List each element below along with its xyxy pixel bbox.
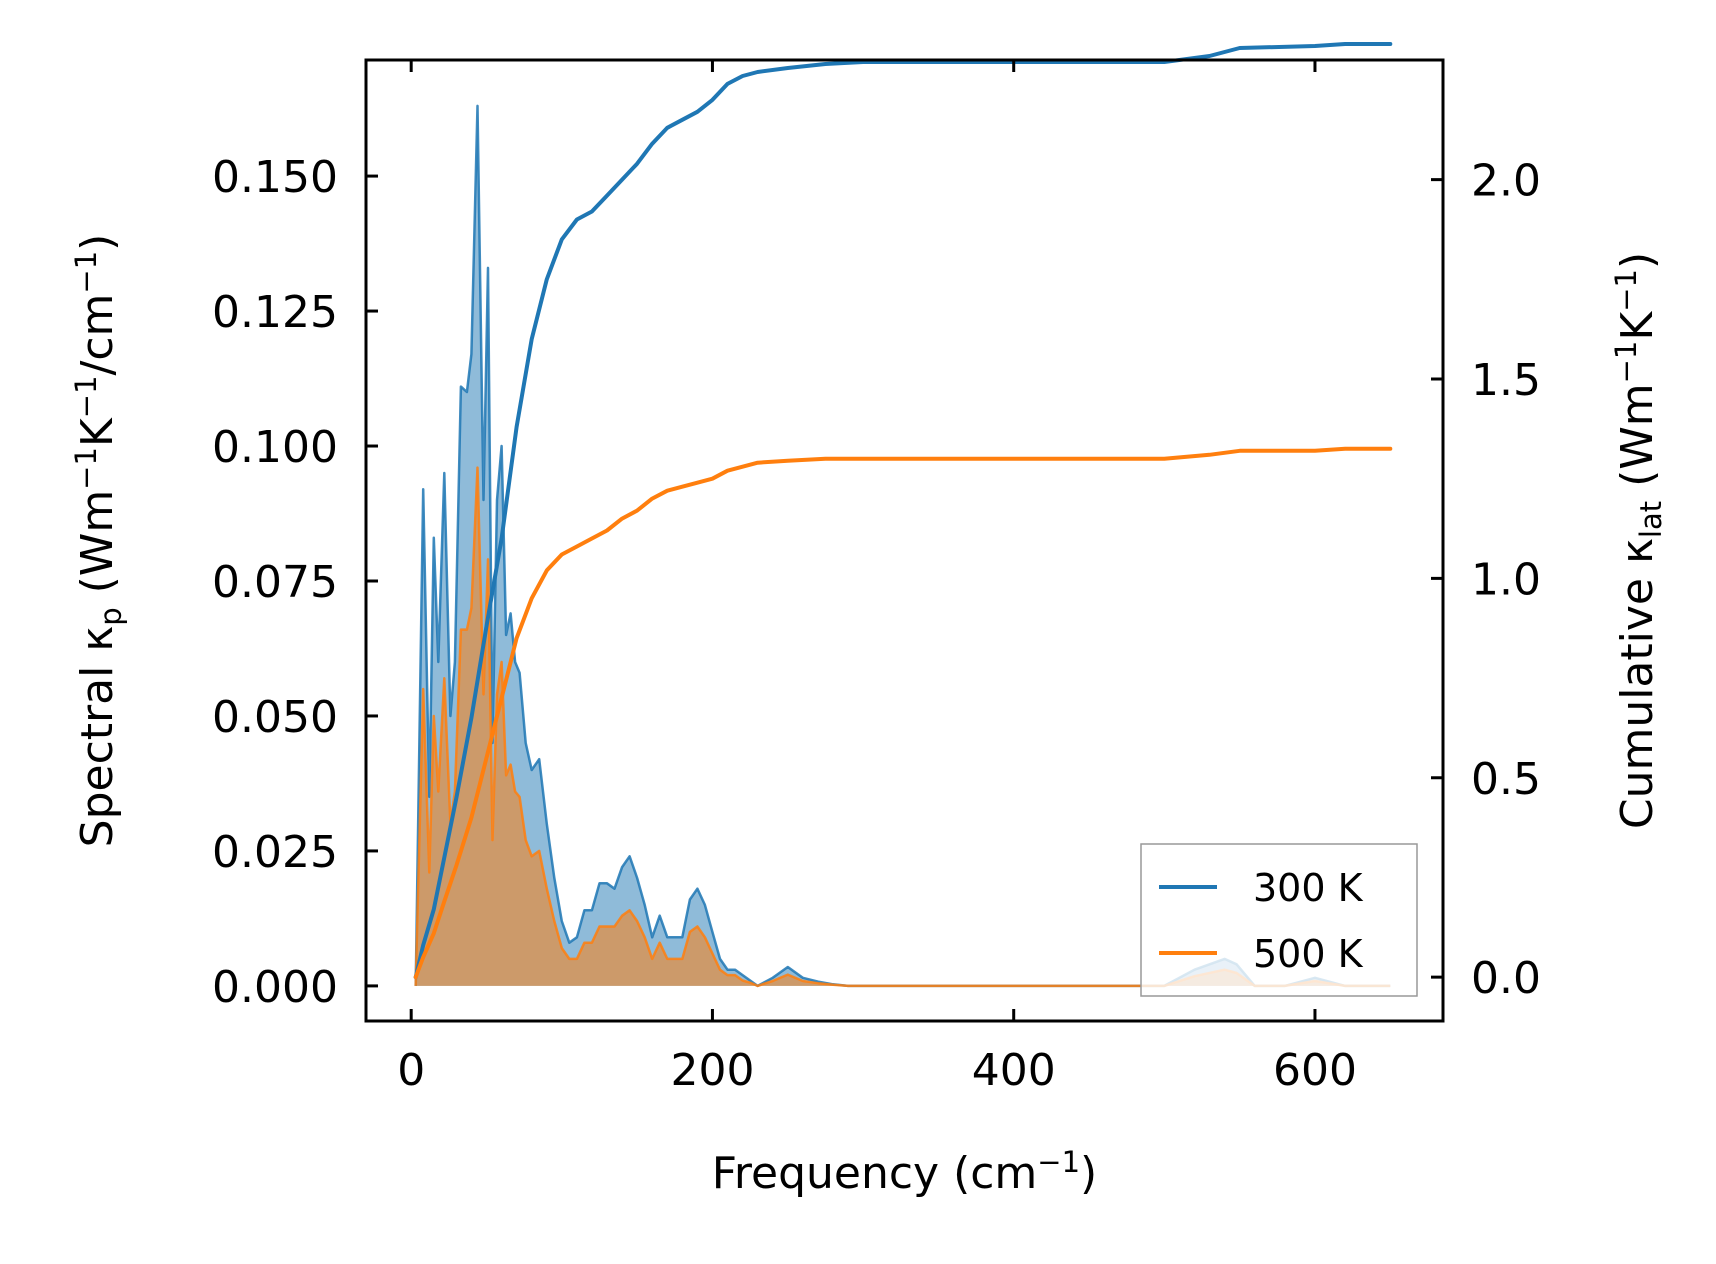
axes-frame bbox=[364, 58, 1445, 1023]
y-axis-left-label: Spectral κp (Wm−1K−1/cm−1) bbox=[69, 234, 128, 848]
y-left-tick-label: 0.000 bbox=[212, 962, 338, 1013]
x-tick-label: 0 bbox=[397, 1045, 425, 1096]
legend: 300 K 500 K bbox=[1140, 843, 1418, 997]
y-right-tick-label: 1.5 bbox=[1471, 355, 1541, 406]
x-tick-label: 200 bbox=[670, 1045, 754, 1096]
y-axis-right-label: Cumulative κlat (Wm−1K−1) bbox=[1609, 252, 1668, 829]
spectral-line-500k bbox=[414, 466, 1391, 988]
legend-box bbox=[1140, 843, 1418, 997]
legend-label-300k: 300 K bbox=[1253, 866, 1364, 910]
y-right-tick-label: 0.0 bbox=[1471, 953, 1541, 1004]
legend-label-500k: 500 K bbox=[1253, 932, 1364, 976]
x-tick-label: 400 bbox=[972, 1045, 1056, 1096]
y-left-tick-label: 0.100 bbox=[212, 422, 338, 473]
ticks: 0 200 400 600 0.000 0.025 0.050 0.075 0.100 0.125… bbox=[212, 60, 1541, 1096]
y-left-tick-label: 0.150 bbox=[212, 152, 338, 203]
y-right-tick-label: 0.5 bbox=[1471, 754, 1541, 805]
y-right-tick-label: 1.0 bbox=[1471, 554, 1541, 605]
y-left-tick-label: 0.125 bbox=[212, 287, 338, 338]
spectral-area-500k bbox=[415, 467, 1391, 986]
y-left-tick-label: 0.050 bbox=[212, 692, 338, 743]
y-right-tick-label: 2.0 bbox=[1471, 156, 1541, 207]
x-axis-label: Frequency (cm−1) bbox=[712, 1145, 1097, 1199]
x-tick-label: 600 bbox=[1273, 1045, 1357, 1096]
y-left-tick-label: 0.075 bbox=[212, 557, 338, 608]
cumulative-line-500k bbox=[413, 446, 1393, 980]
y-left-tick-label: 0.025 bbox=[212, 827, 338, 878]
